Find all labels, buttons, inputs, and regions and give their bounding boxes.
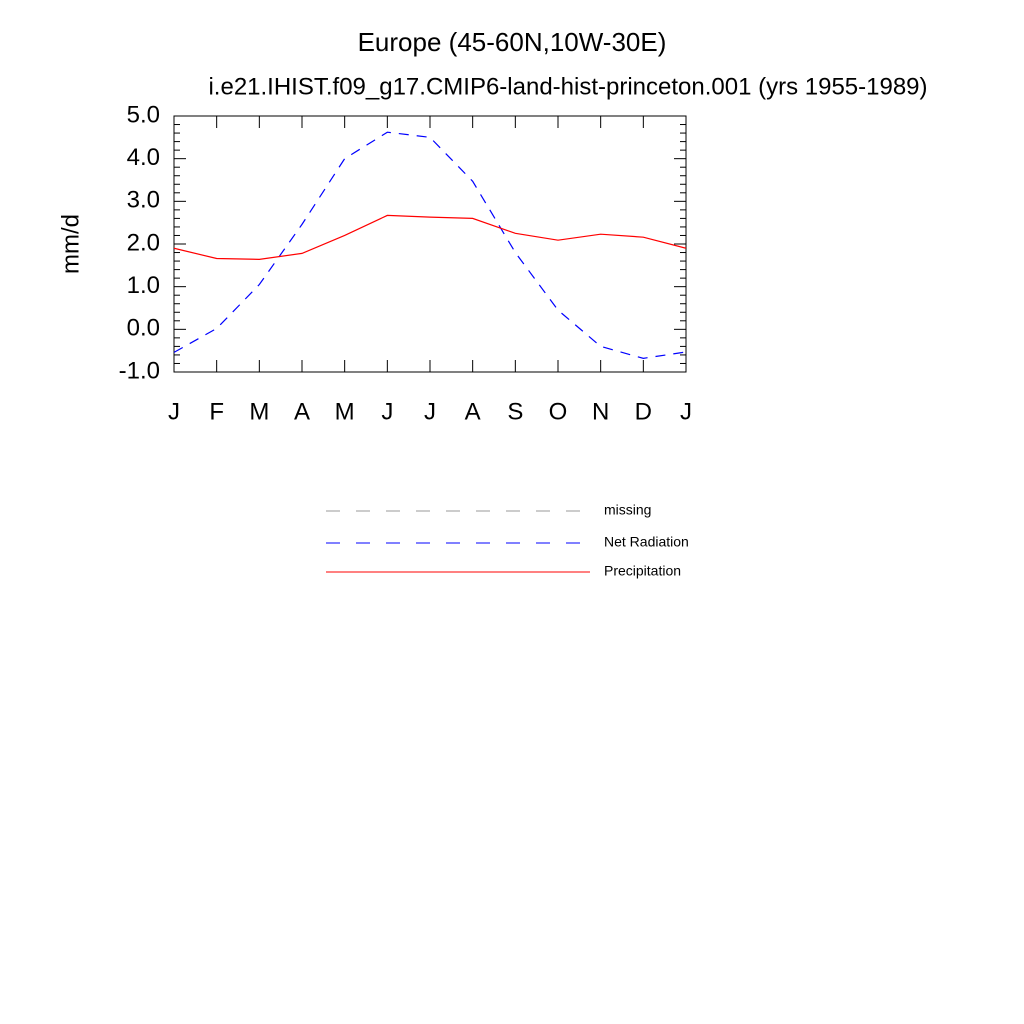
series-line — [173, 131, 687, 359]
x-tick-label: M — [249, 398, 269, 425]
x-tick-label: D — [635, 398, 652, 425]
chart-title: Europe (45-60N,10W-30E) — [358, 27, 667, 57]
legend-label: missing — [604, 502, 651, 518]
y-tick-label: 2.0 — [127, 229, 160, 256]
x-tick-label: A — [294, 398, 310, 425]
y-tick-label: 1.0 — [127, 272, 160, 299]
x-tick-label: A — [465, 398, 481, 425]
x-tick-label: J — [424, 398, 436, 425]
chart-subtitle: i.e21.IHIST.f09_g17.CMIP6-land-hist-prin… — [208, 73, 927, 100]
x-tick-label: M — [335, 398, 355, 425]
x-tick-label: J — [381, 398, 393, 425]
x-tick-label: J — [680, 398, 692, 425]
x-tick-label: O — [549, 398, 568, 425]
x-tick-label: F — [209, 398, 224, 425]
series-line — [173, 214, 687, 260]
y-tick-label: 0.0 — [127, 315, 160, 342]
y-tick-label: -1.0 — [119, 357, 160, 384]
y-tick-label: 4.0 — [127, 144, 160, 171]
y-tick-label: 5.0 — [127, 101, 160, 128]
x-tick-label: S — [507, 398, 523, 425]
y-tick-label: 3.0 — [127, 187, 160, 214]
legend-label: Precipitation — [604, 563, 681, 579]
legend-label: Net Radiation — [604, 534, 689, 550]
y-axis-label: mm/d — [57, 214, 84, 274]
x-tick-label: N — [592, 398, 609, 425]
x-tick-label: J — [168, 398, 180, 425]
plot-frame — [173, 115, 687, 373]
